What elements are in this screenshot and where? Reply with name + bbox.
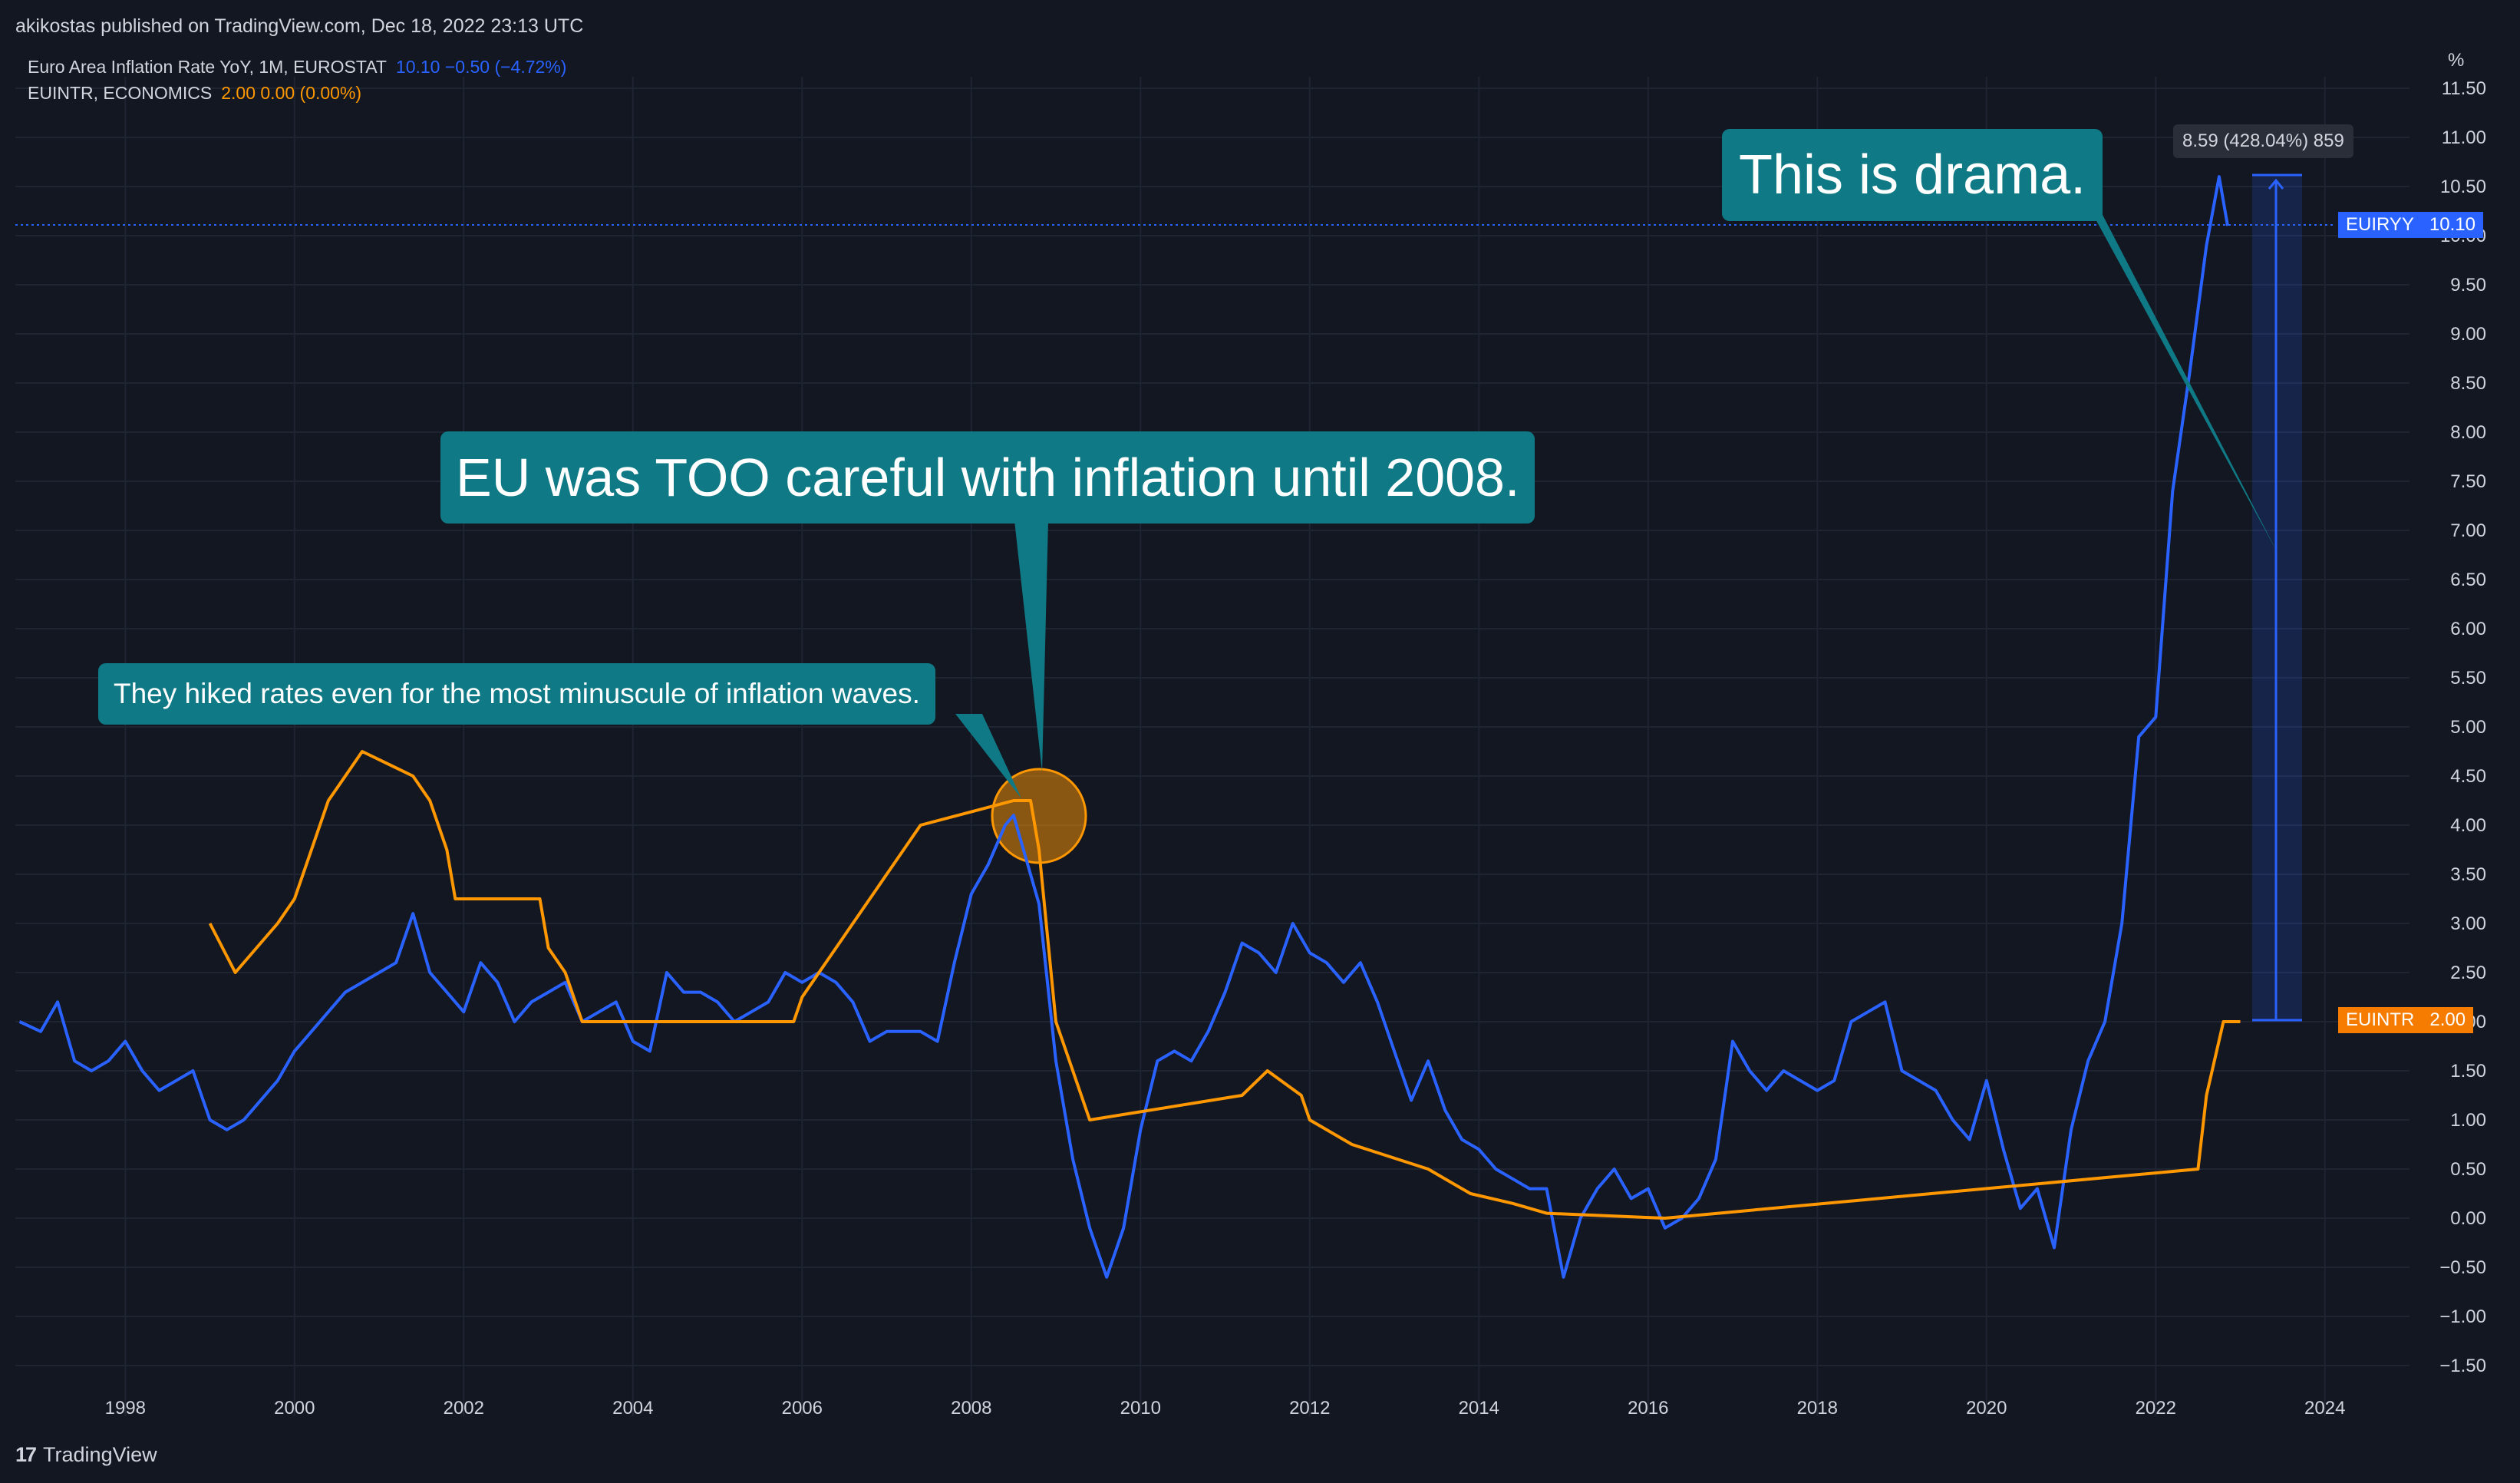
y-tick-label: 1.50	[2450, 1061, 2486, 1082]
x-tick-label: 2000	[274, 1398, 315, 1419]
y-tick-label: −1.00	[2439, 1306, 2486, 1327]
x-tick-label: 2018	[1797, 1398, 1838, 1419]
y-tick-label: 11.50	[2442, 78, 2486, 99]
y-tick-label: 5.50	[2450, 668, 2486, 689]
y-tick-label: 9.50	[2450, 275, 2486, 296]
x-tick-label: 2014	[1459, 1398, 1499, 1419]
legend-euintr[interactable]: EUINTR, ECONOMICS 2.00 0.00 (0.00%)	[28, 83, 361, 104]
x-tick-label: 2016	[1628, 1398, 1668, 1419]
y-axis-unit: %	[2448, 50, 2464, 71]
hiked-callout-pointer	[955, 714, 1021, 798]
x-tick-label: 2024	[2304, 1398, 2345, 1419]
y-tick-label: 10.50	[2440, 177, 2486, 197]
measure-label: 8.59 (428.04%) 859	[2173, 124, 2353, 158]
y-tick-label: 8.50	[2450, 373, 2486, 394]
drama-callout-pointer	[2076, 184, 2278, 553]
publisher-info: akikostas published on TradingView.com, …	[15, 15, 584, 37]
y-tick-label: 7.50	[2450, 471, 2486, 492]
y-tick-label: 6.00	[2450, 619, 2486, 639]
price-tag-euintr-value: 2.00	[2422, 1007, 2474, 1033]
x-tick-label: 2010	[1120, 1398, 1161, 1419]
price-tag-euintr: EUINTR 2.00	[2338, 1007, 2474, 1033]
price-tag-euiryy: EUIRYY 10.10	[2338, 212, 2483, 238]
callout-hiked[interactable]: They hiked rates even for the most minus…	[98, 663, 935, 725]
bottom-bar	[0, 1434, 2520, 1483]
price-tag-euintr-symbol: EUINTR	[2338, 1007, 2423, 1033]
series-layer	[18, 175, 2241, 1279]
y-tick-label: 3.00	[2450, 913, 2486, 934]
x-tick-label: 2006	[782, 1398, 823, 1419]
legend-euintr-name: EUINTR, ECONOMICS	[28, 83, 213, 103]
tradingview-logo[interactable]: 17 TradingView	[15, 1443, 157, 1467]
callout-drama-text: This is drama.	[1739, 144, 2086, 206]
x-tick-label: 2012	[1289, 1398, 1330, 1419]
x-tick-label: 2020	[1966, 1398, 2007, 1419]
price-range-measure[interactable]	[2252, 173, 2302, 1022]
callout-hiked-text: They hiked rates even for the most minus…	[114, 678, 920, 709]
price-tag-euiryy-value: 10.10	[2421, 212, 2483, 238]
careful-callout-pointer	[1014, 520, 1048, 771]
x-tick-label: 2004	[612, 1398, 653, 1419]
y-tick-label: 4.00	[2450, 815, 2486, 836]
tradingview-logo-text: TradingView	[43, 1443, 157, 1466]
legend-inflation-name: Euro Area Inflation Rate YoY, 1M, EUROST…	[28, 57, 387, 77]
y-tick-label: 11.00	[2442, 127, 2486, 148]
y-tick-label: 9.00	[2450, 324, 2486, 345]
y-tick-label: 8.00	[2450, 422, 2486, 443]
callout-careful[interactable]: EU was TOO careful with inflation until …	[440, 431, 1535, 524]
y-tick-label: 4.50	[2450, 766, 2486, 787]
chart-grid	[15, 77, 2410, 1416]
y-tick-label: −1.50	[2439, 1356, 2486, 1376]
x-tick-label: 2002	[444, 1398, 484, 1419]
y-tick-label: 1.00	[2450, 1110, 2486, 1131]
y-tick-label: 5.00	[2450, 717, 2486, 738]
y-tick-label: 2.50	[2450, 963, 2486, 983]
x-axis: 1998 2000 2002 2004 2006 2008 2010 2012 2014 2016…	[105, 1398, 2346, 1419]
series-line-euintr[interactable]	[208, 750, 2241, 1220]
legend-inflation-values: 10.10 −0.50 (−4.72%)	[395, 57, 567, 77]
x-tick-label: 1998	[105, 1398, 146, 1419]
callout-careful-text: EU was TOO careful with inflation until …	[456, 448, 1520, 507]
x-tick-label: 2022	[2136, 1398, 2176, 1419]
y-tick-label: 0.50	[2450, 1159, 2486, 1180]
price-tag-euiryy-symbol: EUIRYY	[2338, 212, 2422, 238]
series-line-euro-area-inflation-rate-yoy[interactable]	[18, 175, 2229, 1279]
legend-inflation[interactable]: Euro Area Inflation Rate YoY, 1M, EUROST…	[28, 57, 566, 78]
y-tick-label: 3.50	[2450, 864, 2486, 885]
y-axis: 11.5011.0010.5010.009.509.008.508.007.50…	[2439, 50, 2486, 1376]
tradingview-mark-icon: 17	[15, 1443, 37, 1466]
y-tick-label: 7.00	[2450, 520, 2486, 541]
callout-drama[interactable]: This is drama.	[1722, 129, 2103, 221]
y-tick-label: 6.50	[2450, 570, 2486, 590]
x-tick-label: 2008	[951, 1398, 991, 1419]
top-bar: akikostas published on TradingView.com, …	[0, 0, 2520, 54]
legend-euintr-values: 2.00 0.00 (0.00%)	[221, 83, 362, 103]
y-tick-label: 0.00	[2450, 1208, 2486, 1229]
y-tick-label: −0.50	[2439, 1257, 2486, 1278]
